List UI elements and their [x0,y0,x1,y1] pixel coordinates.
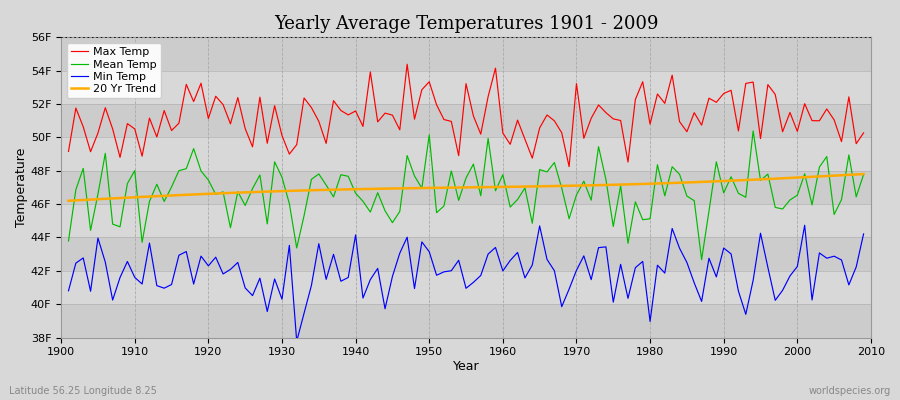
Min Temp [122,259,133,264]
20 Yr Trend [586,183,597,188]
Mean Temp [586,198,597,202]
Mean Temp [63,238,74,243]
Max Temp [859,130,869,135]
Line: Mean Temp: Mean Temp [68,131,864,260]
Bar [61,71,871,104]
Mean Temp [122,181,133,186]
Text: Latitude 56.25 Longitude 8.25: Latitude 56.25 Longitude 8.25 [9,386,157,396]
Max Temp [122,121,133,126]
20 Yr Trend [122,195,133,200]
Bar [61,204,871,238]
20 Yr Trend [284,188,294,193]
Mean Temp [697,257,707,262]
Max Temp [401,62,412,67]
Y-axis label: Temperature: Temperature [15,148,28,227]
Min Temp [498,268,508,273]
Text: worldspecies.org: worldspecies.org [809,386,891,396]
Min Temp [284,243,294,248]
Mean Temp [284,201,294,206]
Min Temp [799,223,810,228]
Min Temp [336,279,346,284]
Line: Max Temp: Max Temp [68,64,864,167]
Bar [61,238,871,271]
Min Temp [859,232,869,236]
Bar [61,37,871,71]
Min Temp [505,258,516,263]
Max Temp [284,152,294,156]
Title: Yearly Average Temperatures 1901 - 2009: Yearly Average Temperatures 1901 - 2009 [274,15,658,33]
Max Temp [505,142,516,147]
Mean Temp [748,128,759,133]
Min Temp [292,339,302,344]
20 Yr Trend [498,184,508,189]
Bar [61,304,871,338]
Mean Temp [498,172,508,177]
Max Temp [600,110,611,115]
Min Temp [63,288,74,293]
X-axis label: Year: Year [453,360,480,373]
Bar [61,137,871,171]
Mean Temp [328,194,339,199]
20 Yr Trend [328,187,339,192]
Line: 20 Yr Trend: 20 Yr Trend [68,174,864,201]
Max Temp [563,164,574,169]
Mean Temp [491,188,501,193]
Min Temp [593,245,604,250]
Line: Min Temp: Min Temp [68,225,864,341]
Mean Temp [859,172,869,177]
Legend: Max Temp, Mean Temp, Min Temp, 20 Yr Trend: Max Temp, Mean Temp, Min Temp, 20 Yr Tre… [67,43,161,98]
Max Temp [328,98,339,103]
Bar [61,104,871,137]
Bar [61,171,871,204]
20 Yr Trend [859,172,869,176]
20 Yr Trend [491,185,501,190]
Max Temp [63,149,74,154]
Max Temp [498,131,508,136]
20 Yr Trend [63,198,74,203]
Bar [61,271,871,304]
